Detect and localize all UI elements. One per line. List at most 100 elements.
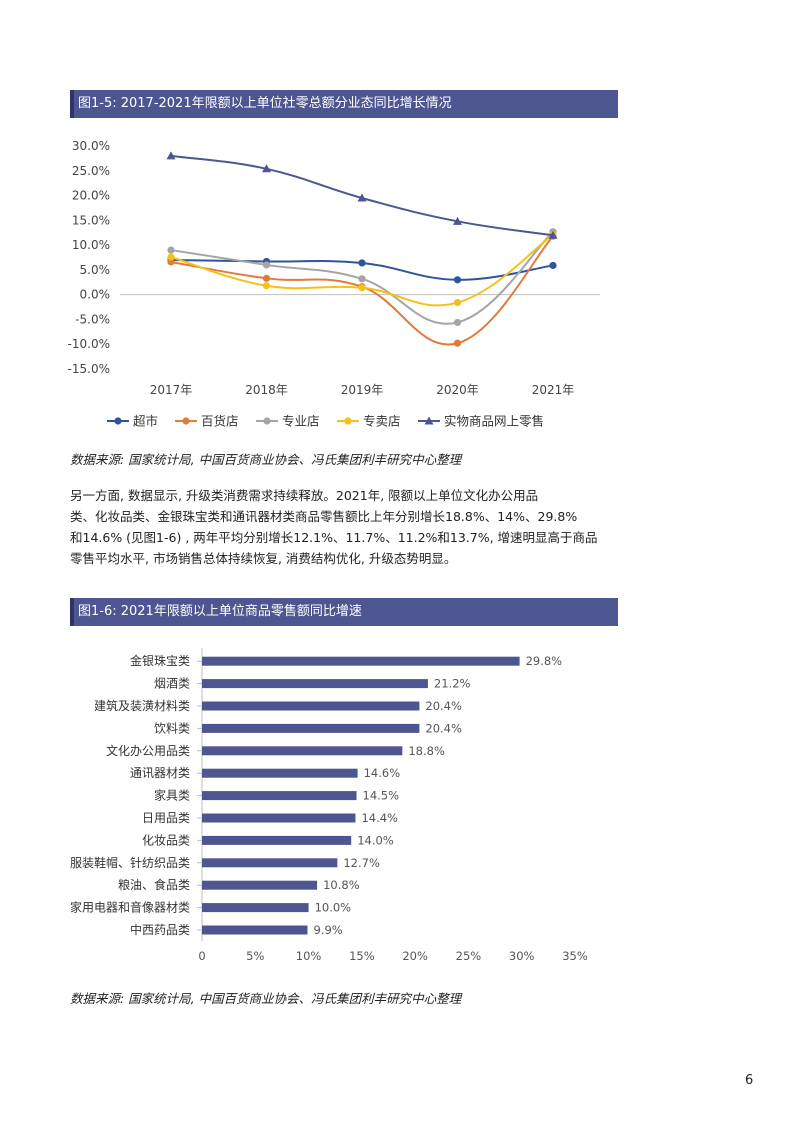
data-point <box>262 282 271 290</box>
category-label: 中西药品类 <box>130 922 190 937</box>
y-tick-label: -5.0% <box>75 312 110 326</box>
value-label: 10.8% <box>323 878 360 892</box>
x-tick-label: 15% <box>349 949 375 963</box>
legend-marker <box>344 417 352 425</box>
category-label: 建筑及装潢材料类 <box>94 698 190 713</box>
bar <box>202 656 520 666</box>
x-tick-label: 10% <box>296 949 322 963</box>
x-tick-label: 30% <box>509 949 535 963</box>
category-label: 家用电器和音像器材类 <box>70 900 190 915</box>
category-label: 服装鞋帽、针纺织品类 <box>70 855 190 870</box>
y-tick-label: 30.0% <box>72 139 110 153</box>
line-chart: 30.0% 25.0% 20.0% 15.0% 10.0% 5.0% 0.0% -5.0% -1… <box>68 139 600 429</box>
value-label: 14.6% <box>364 766 401 780</box>
x-tick-label: 0 <box>198 949 205 963</box>
legend-label: 实物商品网上零售 <box>444 414 544 429</box>
x-tick-label: 20% <box>402 949 428 963</box>
bar <box>202 768 358 778</box>
bar <box>202 925 308 935</box>
value-label: 9.9% <box>314 923 343 937</box>
y-tick-label: 5.0% <box>80 263 111 277</box>
category-label: 化妆品类 <box>142 833 190 847</box>
y-tick-label: 20.0% <box>72 189 110 203</box>
y-tick-label: -15.0% <box>68 362 110 376</box>
x-tick-label: 35% <box>562 949 588 963</box>
paragraph-line: 类、化妆品类、金银珠宝类和通讯器材类商品零售额比上年分别增长18.8%、14%、… <box>70 509 578 524</box>
data-point <box>548 230 558 239</box>
category-label: 烟酒类 <box>154 677 190 691</box>
series-line-department-store <box>170 235 554 346</box>
legend-label: 专业店 <box>282 414 320 429</box>
x-tick-label: 5% <box>246 949 264 963</box>
x-tick-label: 2021年 <box>532 383 575 397</box>
data-point <box>453 318 462 327</box>
value-label: 18.8% <box>408 744 445 758</box>
y-tick-label: 15.0% <box>72 213 110 227</box>
figure-1-6-title: 图1-6: 2021年限额以上单位商品零售额同比增速 <box>78 604 362 619</box>
data-point <box>167 258 175 266</box>
data-point <box>358 284 366 292</box>
legend-item-exclusive-store: 专卖店 <box>337 414 401 429</box>
legend-label: 超市 <box>133 414 158 429</box>
legend-item-supermarket: 超市 <box>107 414 158 429</box>
legend: 超市 百货店 专业店 专卖店 实物商品网上零售 <box>107 414 544 429</box>
data-point <box>453 339 462 347</box>
category-label: 金银珠宝类 <box>130 653 190 668</box>
legend-item-specialty-store: 专业店 <box>256 414 320 429</box>
paragraph-line: 另一方面, 数据显示, 升级类消费需求持续释放。2021年, 限额以上单位文化办… <box>70 488 539 503</box>
legend-marker <box>114 417 122 425</box>
figure-1-5-header: 图1-5: 2017-2021年限额以上单位社零总额分业态同比增长情况 <box>70 90 618 118</box>
data-point <box>358 275 366 283</box>
data-point <box>357 193 367 202</box>
category-label: 通讯器材类 <box>130 766 190 780</box>
bar <box>202 791 357 801</box>
y-tick-label: 25.0% <box>72 164 110 178</box>
bar <box>202 679 428 689</box>
figure-1-5-source: 数据来源: 国家统计局, 中国百货商业协会、冯氏集团利丰研究中心整理 <box>70 452 462 467</box>
category-label: 文化办公用品类 <box>106 743 190 758</box>
bar <box>202 903 309 913</box>
legend-label: 百货店 <box>201 414 239 429</box>
x-tick-label: 2017年 <box>150 383 193 397</box>
bar <box>202 858 338 868</box>
category-label: 日用品类 <box>142 811 190 825</box>
value-label: 14.4% <box>361 811 398 825</box>
value-label: 29.8% <box>526 654 563 668</box>
data-point <box>167 246 175 254</box>
data-point <box>166 151 176 160</box>
value-label: 10.0% <box>315 901 352 915</box>
value-label: 20.4% <box>425 699 462 713</box>
y-tick-label: 0.0% <box>80 288 111 302</box>
data-point <box>453 276 462 284</box>
value-label: 21.2% <box>434 677 471 691</box>
legend-item-department-store: 百货店 <box>175 414 239 429</box>
data-point <box>453 216 462 225</box>
data-point <box>549 261 557 270</box>
bar-chart: 金银珠宝类 29.8% 烟酒类 21.2% 建筑及装潢材料类 20.4% 饮料类 20.4% 文… <box>70 648 588 963</box>
bar <box>202 723 420 733</box>
series-online-retail <box>166 151 558 239</box>
y-tick-label: -10.0% <box>68 337 110 351</box>
x-tick-label: 2019年 <box>341 383 384 397</box>
bar <box>202 835 352 845</box>
figure-1-5-title: 图1-5: 2017-2021年限额以上单位社零总额分业态同比增长情况 <box>78 96 452 111</box>
value-label: 12.7% <box>343 856 380 870</box>
data-point <box>358 259 366 267</box>
x-tick-label: 2020年 <box>436 383 479 397</box>
paragraph-line: 零售平均水平, 市场销售总体持续恢复, 消费结构优化, 升级态势明显。 <box>70 551 457 566</box>
data-point <box>262 261 271 269</box>
legend-item-online-retail: 实物商品网上零售 <box>418 414 544 429</box>
value-label: 14.5% <box>363 789 400 803</box>
category-label: 家具类 <box>154 788 190 803</box>
series-department-store <box>167 232 557 347</box>
bar <box>202 701 420 711</box>
x-tick-label: 2018年 <box>245 383 288 397</box>
category-label: 饮料类 <box>154 721 190 735</box>
bar <box>202 746 403 756</box>
series-line-specialty-store <box>170 231 554 325</box>
legend-marker <box>182 417 190 425</box>
y-tick-label: 10.0% <box>72 238 110 252</box>
data-point <box>262 164 271 173</box>
bar <box>202 880 318 890</box>
page-number: 6 <box>745 1073 754 1088</box>
